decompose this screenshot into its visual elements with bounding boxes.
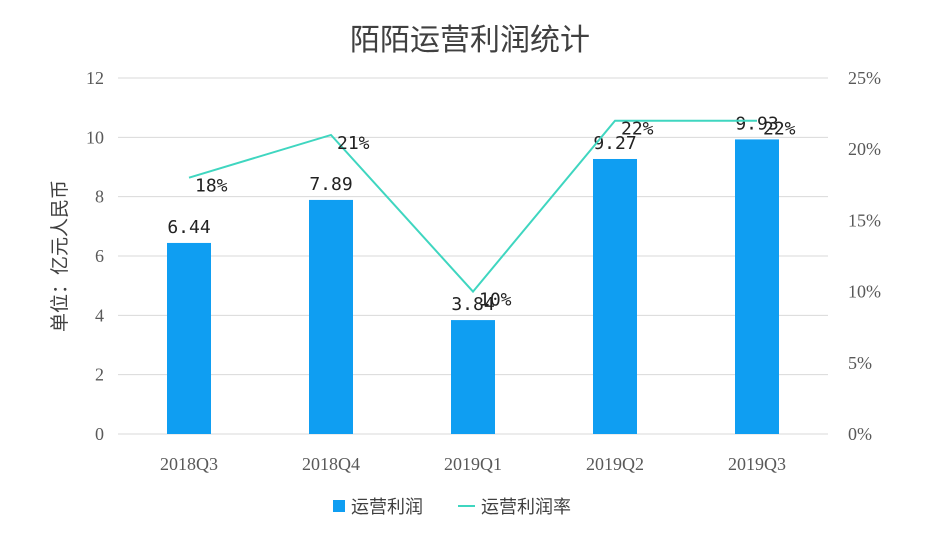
legend-bar-swatch bbox=[333, 500, 345, 512]
line-data-label: 21% bbox=[337, 133, 370, 154]
bar-data-label: 9.93 bbox=[735, 113, 778, 134]
x-tick-label: 2018Q3 bbox=[160, 454, 218, 474]
y2-tick-label: 5% bbox=[848, 353, 872, 373]
bar bbox=[167, 242, 211, 434]
gridlines bbox=[118, 77, 828, 435]
line-data-label: 18% bbox=[195, 176, 228, 197]
y2-tick-label: 25% bbox=[848, 68, 881, 88]
bar-data-label: 3.84 bbox=[451, 294, 494, 315]
y-tick-label: 10 bbox=[86, 127, 104, 147]
y-tick-label: 4 bbox=[95, 305, 104, 325]
line-data-label: 22% bbox=[763, 119, 796, 140]
bar bbox=[593, 158, 637, 435]
bar bbox=[451, 320, 495, 434]
y2-tick-label: 0% bbox=[848, 424, 872, 444]
x-tick-label: 2018Q4 bbox=[302, 454, 360, 474]
legend-bar-label: 运营利润 bbox=[351, 497, 423, 518]
x-tick-label: 2019Q3 bbox=[728, 454, 786, 474]
x-axis-ticks: 2018Q3 2018Q4 2019Q1 2019Q2 2019Q3 bbox=[160, 454, 786, 474]
y-tick-label: 2 bbox=[95, 365, 104, 385]
line-data-label: 10% bbox=[479, 290, 512, 311]
y-axis-label: 单位：亿元人民币 bbox=[49, 180, 71, 332]
y-tick-label: 8 bbox=[95, 187, 104, 207]
bar-data-label: 9.27 bbox=[593, 133, 636, 154]
y-tick-label: 6 bbox=[95, 246, 104, 266]
left-axis-ticks: 0 2 4 6 8 10 12 bbox=[86, 68, 104, 444]
right-axis-ticks: 0% 5% 10% 15% 20% 25% bbox=[848, 68, 881, 444]
x-tick-label: 2019Q2 bbox=[586, 454, 644, 474]
bar-data-label: 7.89 bbox=[309, 174, 352, 195]
series-line bbox=[188, 119, 757, 294]
y2-tick-label: 10% bbox=[848, 282, 881, 302]
bar bbox=[309, 199, 353, 434]
y-tick-label: 0 bbox=[95, 424, 104, 444]
bar-series: 6.44 7.89 3.84 9.27 9.93 bbox=[167, 113, 779, 435]
bar bbox=[735, 139, 779, 434]
legend: 运营利润 运营利润率 bbox=[333, 497, 571, 518]
y2-tick-label: 15% bbox=[848, 210, 881, 230]
legend-line-label: 运营利润率 bbox=[481, 497, 571, 518]
line-data-label: 22% bbox=[621, 119, 654, 140]
y2-tick-label: 20% bbox=[848, 139, 881, 159]
x-tick-label: 2019Q1 bbox=[444, 454, 502, 474]
chart-title: 陌陌运营利润统计 bbox=[350, 23, 590, 58]
y-tick-label: 12 bbox=[86, 68, 104, 88]
line-series: 18% 21% 10% 22% 22% bbox=[188, 119, 796, 311]
bar-data-label: 6.44 bbox=[167, 217, 210, 238]
